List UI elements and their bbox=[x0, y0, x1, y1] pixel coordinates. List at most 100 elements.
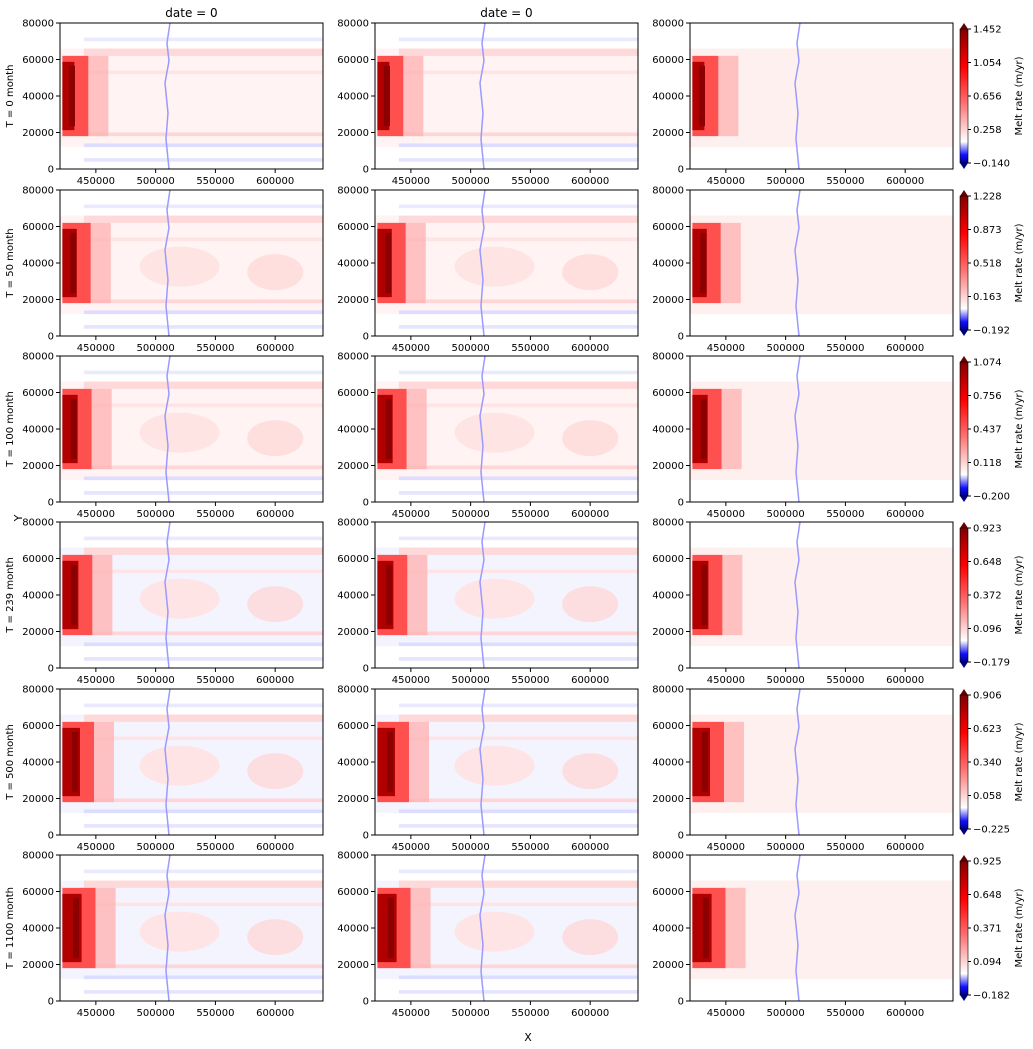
colorbar-tick-label: 0.372 bbox=[973, 591, 1002, 602]
x-tick-label: 600000 bbox=[886, 509, 924, 520]
y-tick-label: 0 bbox=[363, 332, 369, 343]
y-tick-label: 20000 bbox=[652, 295, 684, 306]
heatmap-panel: 450000 500000 550000 600000 0 20000 40000 60000… bbox=[22, 6, 324, 187]
x-tick-label: 500000 bbox=[452, 176, 490, 187]
y-tick-label: 80000 bbox=[22, 19, 54, 30]
x-tick-label: 600000 bbox=[886, 675, 924, 686]
x-tick-label: 500000 bbox=[452, 842, 490, 853]
y-tick-label: 60000 bbox=[22, 388, 54, 399]
x-tick-label: 500000 bbox=[767, 176, 805, 187]
heatmap-panel: 450000 500000 550000 600000 0 20000 40000 60000… bbox=[652, 518, 954, 686]
x-tick-label: 500000 bbox=[767, 509, 805, 520]
heatmap-panel: 450000 500000 550000 600000 0 20000 40000 60000… bbox=[337, 851, 639, 1019]
y-tick-label: 80000 bbox=[652, 186, 684, 197]
x-tick-label: 550000 bbox=[511, 176, 549, 187]
y-tick-label: 60000 bbox=[652, 222, 684, 233]
colorbar-tick-label: 0.371 bbox=[973, 924, 1002, 935]
y-tick-label: 60000 bbox=[22, 554, 54, 565]
y-tick-label: 0 bbox=[363, 664, 369, 675]
x-tick-label: 450000 bbox=[77, 1008, 115, 1019]
y-tick-label: 20000 bbox=[652, 794, 684, 805]
colorbar-tick-label: 1.452 bbox=[973, 25, 1002, 36]
heatmap-panel: 450000 500000 550000 600000 0 20000 40000 60000… bbox=[652, 19, 954, 187]
x-tick-label: 550000 bbox=[511, 842, 549, 853]
x-tick-label: 600000 bbox=[886, 842, 924, 853]
colorbar: 0.906 0.623 0.340 0.058 −0.225 Melt rate (m/y… bbox=[959, 689, 1025, 836]
x-tick-label: 500000 bbox=[452, 1008, 490, 1019]
y-tick-label: 40000 bbox=[652, 591, 684, 602]
x-tick-label: 450000 bbox=[392, 675, 430, 686]
x-tick-label: 450000 bbox=[392, 343, 430, 354]
y-tick-label: 80000 bbox=[652, 518, 684, 529]
colorbar-label: Melt rate (m/yr) bbox=[1014, 223, 1025, 302]
colorbar-tick-label: 0.258 bbox=[973, 125, 1002, 136]
x-tick-label: 500000 bbox=[767, 675, 805, 686]
y-tick-label: 60000 bbox=[652, 887, 684, 898]
x-tick-label: 450000 bbox=[77, 176, 115, 187]
x-tick-label: 600000 bbox=[256, 675, 294, 686]
colorbar-tick-label: 0.518 bbox=[973, 259, 1002, 270]
y-tick-label: 0 bbox=[363, 498, 369, 509]
y-tick-label: 80000 bbox=[337, 352, 369, 363]
y-tick-label: 60000 bbox=[652, 554, 684, 565]
x-tick-label: 500000 bbox=[137, 675, 175, 686]
x-tick-label: 550000 bbox=[511, 1008, 549, 1019]
y-tick-label: 80000 bbox=[652, 851, 684, 862]
y-tick-label: 80000 bbox=[22, 518, 54, 529]
colorbar-tick-label: 0.623 bbox=[973, 724, 1002, 735]
y-tick-label: 0 bbox=[678, 498, 684, 509]
x-tick-label: 450000 bbox=[392, 509, 430, 520]
colorbar-tick-label: −0.225 bbox=[973, 825, 1010, 836]
colorbar-tick-label: 0.163 bbox=[973, 292, 1002, 303]
x-tick-label: 600000 bbox=[256, 343, 294, 354]
x-tick-label: 500000 bbox=[137, 176, 175, 187]
x-tick-label: 450000 bbox=[77, 509, 115, 520]
x-tick-label: 550000 bbox=[826, 842, 864, 853]
y-tick-label: 20000 bbox=[652, 960, 684, 971]
y-tick-label: 60000 bbox=[337, 55, 369, 66]
x-tick-label: 600000 bbox=[886, 343, 924, 354]
x-tick-label: 500000 bbox=[452, 343, 490, 354]
colorbar-tick-label: 0.756 bbox=[973, 391, 1002, 402]
x-tick-label: 600000 bbox=[571, 1008, 609, 1019]
y-tick-label: 40000 bbox=[22, 425, 54, 436]
y-tick-label: 20000 bbox=[337, 128, 369, 139]
x-tick-label: 550000 bbox=[826, 675, 864, 686]
y-tick-label: 60000 bbox=[337, 721, 369, 732]
y-tick-label: 0 bbox=[48, 332, 54, 343]
colorbar-tick-label: 0.925 bbox=[973, 857, 1002, 868]
x-tick-label: 550000 bbox=[196, 1008, 234, 1019]
colorbar-tick-label: 0.923 bbox=[973, 524, 1002, 535]
x-tick-label: 550000 bbox=[511, 343, 549, 354]
colorbar-tick-label: 0.906 bbox=[973, 691, 1002, 702]
x-tick-label: 500000 bbox=[452, 675, 490, 686]
y-tick-label: 20000 bbox=[337, 960, 369, 971]
x-tick-label: 600000 bbox=[256, 176, 294, 187]
x-tick-label: 450000 bbox=[707, 509, 745, 520]
y-tick-label: 60000 bbox=[652, 721, 684, 732]
x-tick-label: 600000 bbox=[886, 176, 924, 187]
x-tick-label: 600000 bbox=[256, 509, 294, 520]
heatmap-panel: 450000 500000 550000 600000 0 20000 40000 60000… bbox=[652, 851, 954, 1019]
y-tick-label: 60000 bbox=[337, 887, 369, 898]
colorbar-tick-label: 0.873 bbox=[973, 225, 1002, 236]
colorbar-tick-label: 0.437 bbox=[973, 425, 1002, 436]
x-tick-label: 600000 bbox=[571, 509, 609, 520]
column-title: date = 0 bbox=[480, 6, 532, 20]
y-tick-label: 0 bbox=[678, 332, 684, 343]
colorbar: 1.228 0.873 0.518 0.163 −0.192 Melt rate (m/y… bbox=[959, 190, 1025, 337]
heatmap-panel: 450000 500000 550000 600000 0 20000 40000 60000… bbox=[652, 352, 954, 520]
y-tick-label: 80000 bbox=[652, 685, 684, 696]
y-tick-label: 80000 bbox=[337, 685, 369, 696]
y-tick-label: 40000 bbox=[337, 758, 369, 769]
row-label: T = 500 month bbox=[5, 724, 16, 801]
y-tick-label: 40000 bbox=[337, 92, 369, 103]
y-tick-label: 40000 bbox=[22, 591, 54, 602]
x-tick-label: 450000 bbox=[77, 343, 115, 354]
x-tick-label: 450000 bbox=[77, 842, 115, 853]
colorbar-tick-label: −0.182 bbox=[973, 991, 1010, 1002]
colorbar: 0.925 0.648 0.371 0.094 −0.182 Melt rate (m/y… bbox=[959, 855, 1025, 1002]
x-tick-label: 550000 bbox=[826, 509, 864, 520]
heatmap-panel: 450000 500000 550000 600000 0 20000 40000 60000… bbox=[337, 518, 639, 686]
y-tick-label: 0 bbox=[678, 165, 684, 176]
